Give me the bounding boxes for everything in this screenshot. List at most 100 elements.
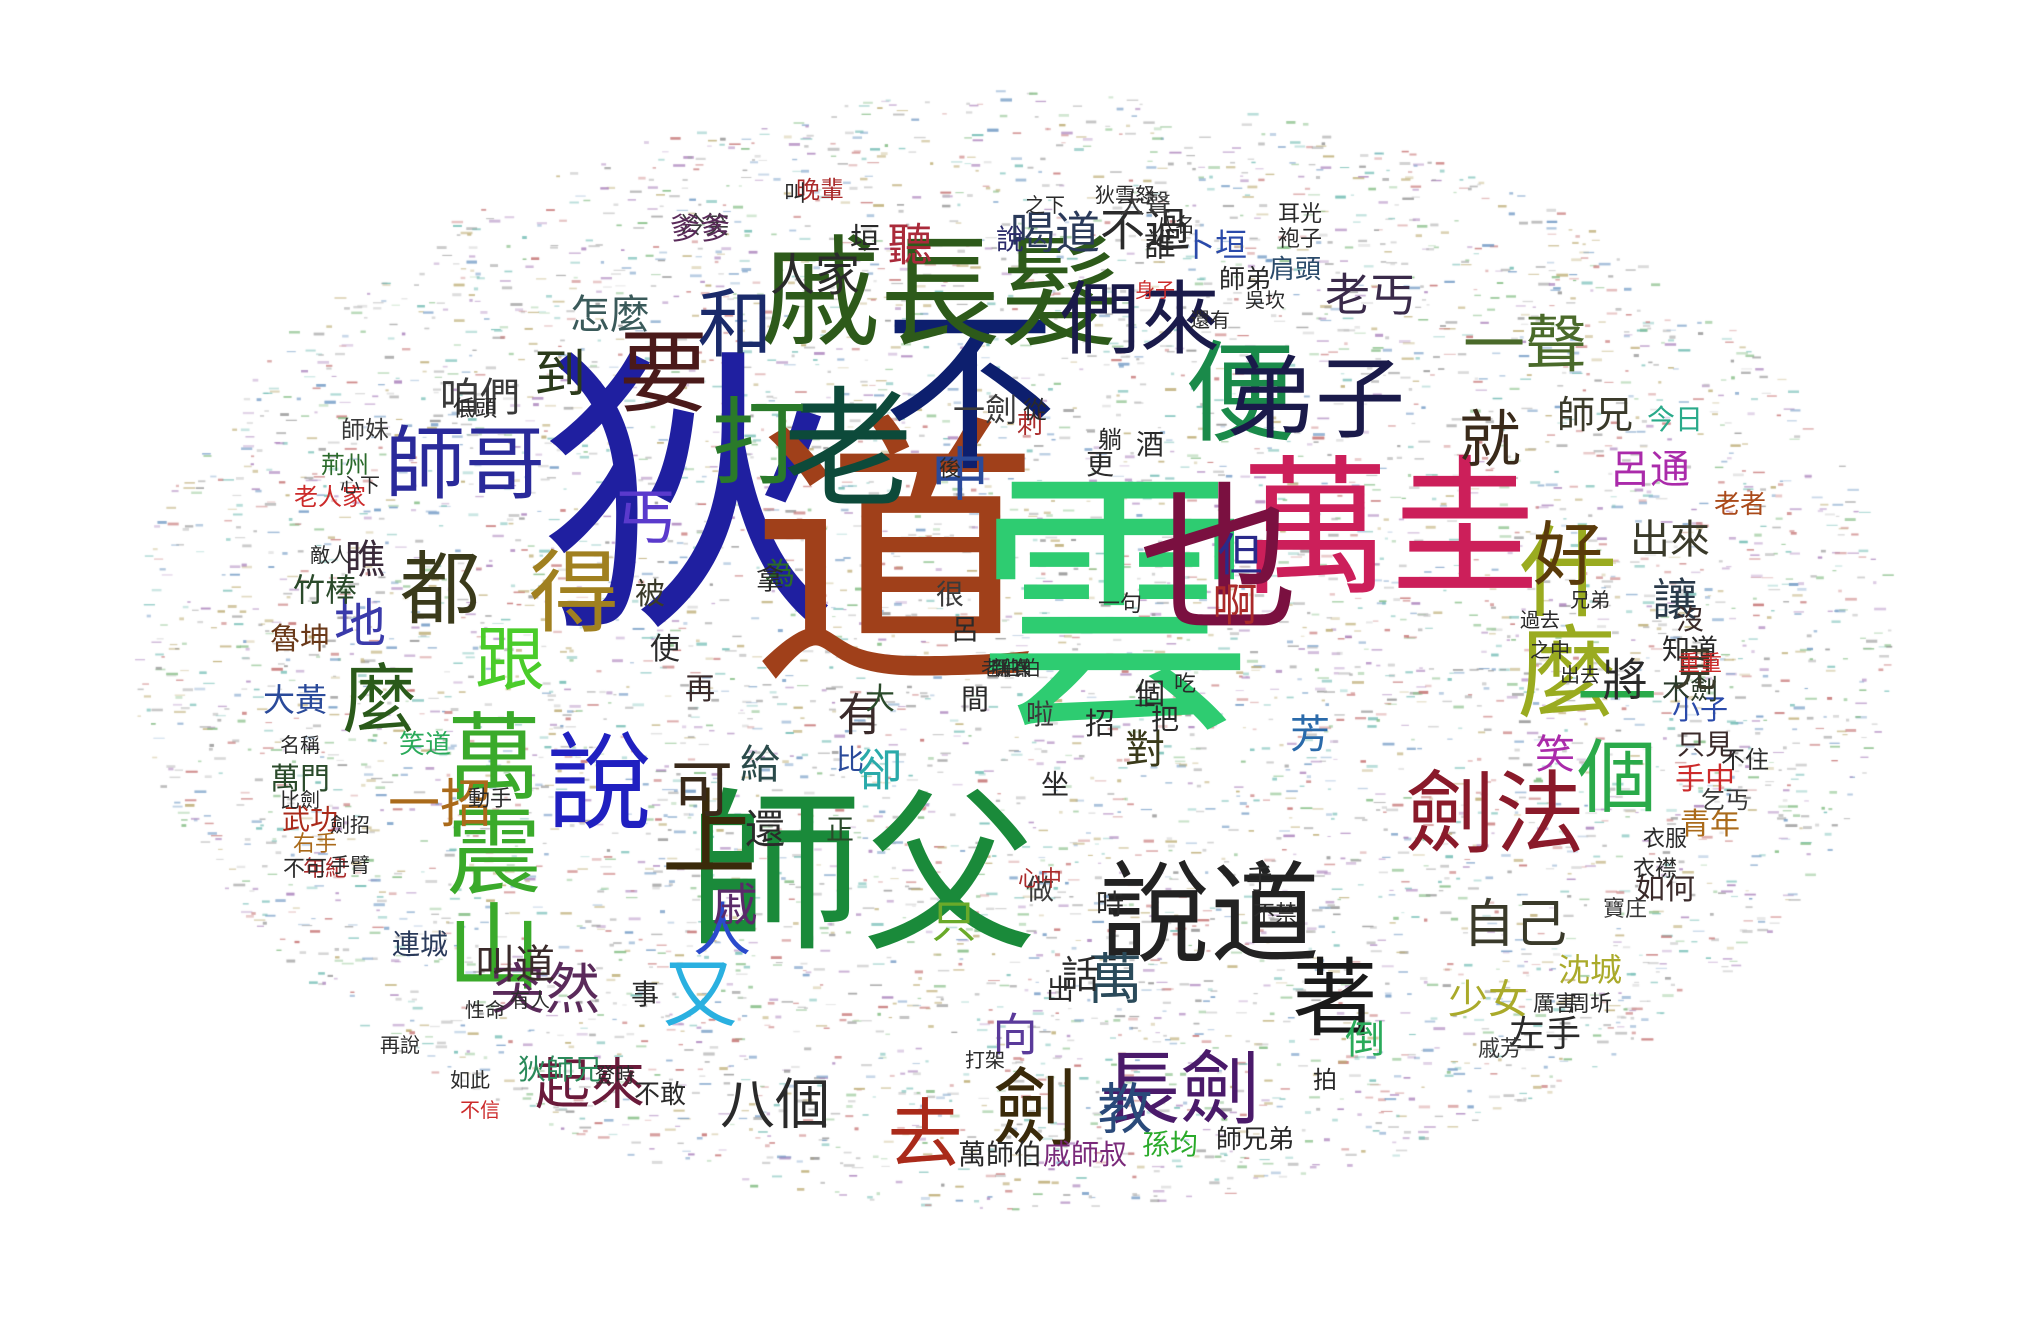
word-cloud-word: 們來 — [1060, 273, 1220, 366]
word-cloud-word: 一聲 — [1462, 308, 1588, 381]
word-cloud-word: 耳光 — [1277, 202, 1323, 227]
word-cloud-word: 戚 — [712, 878, 758, 932]
word-cloud-word: 周圻 — [1567, 992, 1613, 1017]
word-cloud-word: 萬門 — [270, 762, 330, 797]
word-cloud-word: 爹爹 — [670, 212, 730, 247]
word-cloud-word: 到 — [533, 345, 587, 405]
word-cloud-word: 竹棒 — [292, 571, 358, 609]
word-cloud-word: 喝道 — [1009, 206, 1101, 260]
word-cloud-word: 長劍 — [1100, 1043, 1260, 1136]
word-cloud-word: 說 — [529, 727, 652, 833]
word-cloud-word: 出 — [1045, 973, 1075, 1006]
word-cloud-word: 右手 — [292, 832, 338, 857]
word-cloud-word: 手臂 — [330, 853, 370, 877]
word-cloud-word: 晚輩 — [796, 176, 844, 204]
word-cloud-word: 丐 — [605, 485, 675, 545]
word-cloud-word: 過去 — [1520, 608, 1560, 632]
word-cloud-word: 孫均 — [1141, 1128, 1199, 1161]
word-cloud-word: 給 — [740, 742, 780, 788]
word-cloud-word: 衣襟 — [1632, 857, 1678, 882]
word-cloud-word: 荊州 — [321, 451, 369, 479]
word-cloud-word: 劍招 — [330, 813, 370, 837]
word-cloud-word: 叫 — [783, 182, 807, 207]
word-cloud-word: 把 — [1150, 703, 1180, 736]
word-cloud-word: 大 — [865, 682, 895, 717]
word-cloud-word: 小子 — [1671, 693, 1729, 726]
word-cloud-word: 上 — [645, 782, 756, 878]
word-cloud-word: 什麼 — [1500, 520, 1617, 720]
word-cloud-word: 如何 — [1635, 872, 1695, 907]
word-cloud-word: 師哥 — [385, 418, 545, 511]
word-cloud-word: 瞧 — [345, 537, 385, 583]
word-cloud-word: 八個 — [719, 1072, 831, 1137]
word-cloud-word: 呂通 — [1610, 447, 1690, 493]
word-cloud-word: 不過 — [1099, 203, 1191, 257]
word-cloud-word: 老人家 — [294, 483, 366, 511]
word-cloud-word: 後 — [938, 457, 962, 482]
word-cloud-word: 正 — [825, 813, 855, 846]
word-cloud-word: 再說 — [380, 1033, 420, 1057]
word-cloud-word: 戚長髮 — [760, 225, 1120, 364]
word-cloud-word: 比劍 — [280, 788, 320, 812]
word-cloud-word: 很 — [935, 578, 965, 611]
word-cloud-word: 武功 — [281, 803, 339, 836]
word-cloud-word: 還 — [745, 807, 785, 853]
word-cloud-word: 又 — [662, 950, 738, 1039]
word-cloud-word: 跟 — [475, 619, 545, 701]
word-cloud-word: 萬圭 — [1239, 443, 1541, 617]
word-cloud-word: 大黃 — [262, 681, 328, 719]
word-cloud-word: 不敢 — [633, 1080, 687, 1110]
word-cloud-word: 不可 — [282, 857, 328, 882]
word-cloud-word: 拿 — [755, 563, 785, 596]
word-cloud-word: 老丐 — [1324, 268, 1416, 322]
word-cloud-word: 肩頭 — [1268, 255, 1322, 285]
word-cloud-word: 吳坎 — [1245, 288, 1285, 312]
word-cloud-word: 沒 — [1675, 603, 1705, 636]
word-cloud-word: 年紀 — [302, 857, 348, 882]
word-cloud-word: 都 — [400, 543, 480, 636]
word-cloud-word: 就 — [1458, 403, 1522, 476]
word-cloud-word: 和 — [697, 280, 773, 369]
word-cloud-word: 重重 — [1677, 652, 1723, 677]
word-cloud-word: 身子 — [1135, 278, 1175, 302]
word-cloud-word: 人家 — [769, 248, 861, 302]
word-cloud-word: 狄師兄 — [517, 1053, 603, 1086]
word-cloud-word: 少女 — [1448, 977, 1528, 1023]
word-cloud-word: 八名 — [1155, 213, 1195, 237]
word-cloud-word: 被 — [635, 577, 665, 612]
word-cloud-word: 雲 — [975, 447, 1255, 773]
word-cloud-word: 魯坤 — [270, 622, 330, 657]
word-cloud-word: 倒 — [1345, 1017, 1385, 1063]
word-cloud-word: 比 — [835, 743, 865, 776]
word-cloud-word: 刺 — [1016, 410, 1044, 440]
word-cloud-word: 怎麼 — [570, 292, 650, 338]
word-cloud-word: 道 — [750, 391, 1040, 728]
word-cloud-word: 戚師叔 — [1042, 1138, 1128, 1171]
word-cloud-word: 只見 — [1676, 728, 1734, 761]
word-cloud-word: 狄雲怒 — [1095, 183, 1155, 207]
word-cloud-word: 心中 — [1017, 867, 1063, 892]
word-cloud-word: 萬師伯 — [957, 1138, 1043, 1171]
word-cloud-word: 便 — [1166, 335, 1294, 445]
word-cloud-word: 招 — [1085, 707, 1115, 742]
word-cloud-word: 登時 — [595, 1063, 635, 1087]
word-cloud-word: 知道 — [1661, 633, 1719, 666]
word-cloud-word: 出來 — [1630, 517, 1710, 563]
word-cloud-word: 之中 — [1530, 638, 1570, 662]
word-cloud-word: 打 — [695, 392, 806, 488]
word-cloud-word: 個 — [1135, 677, 1165, 712]
word-cloud-word: 將 — [1602, 653, 1648, 707]
word-cloud-word: 衣服 — [1642, 827, 1688, 852]
word-cloud-word: 垣 — [850, 222, 880, 257]
word-cloud-word: 老伯伯 — [981, 656, 1041, 680]
word-cloud-word: 麼 — [342, 655, 418, 744]
word-cloud-word: 吃 — [1173, 672, 1197, 697]
word-cloud-word: 一個 — [1564, 655, 1657, 815]
word-cloud-word: 不信 — [460, 1098, 500, 1122]
word-cloud-word: 有人 — [510, 988, 550, 1012]
word-cloud-word: 啦 — [1025, 698, 1055, 731]
word-cloud-word: 話 — [1060, 953, 1100, 997]
word-cloud-word: 三 — [1133, 687, 1157, 712]
